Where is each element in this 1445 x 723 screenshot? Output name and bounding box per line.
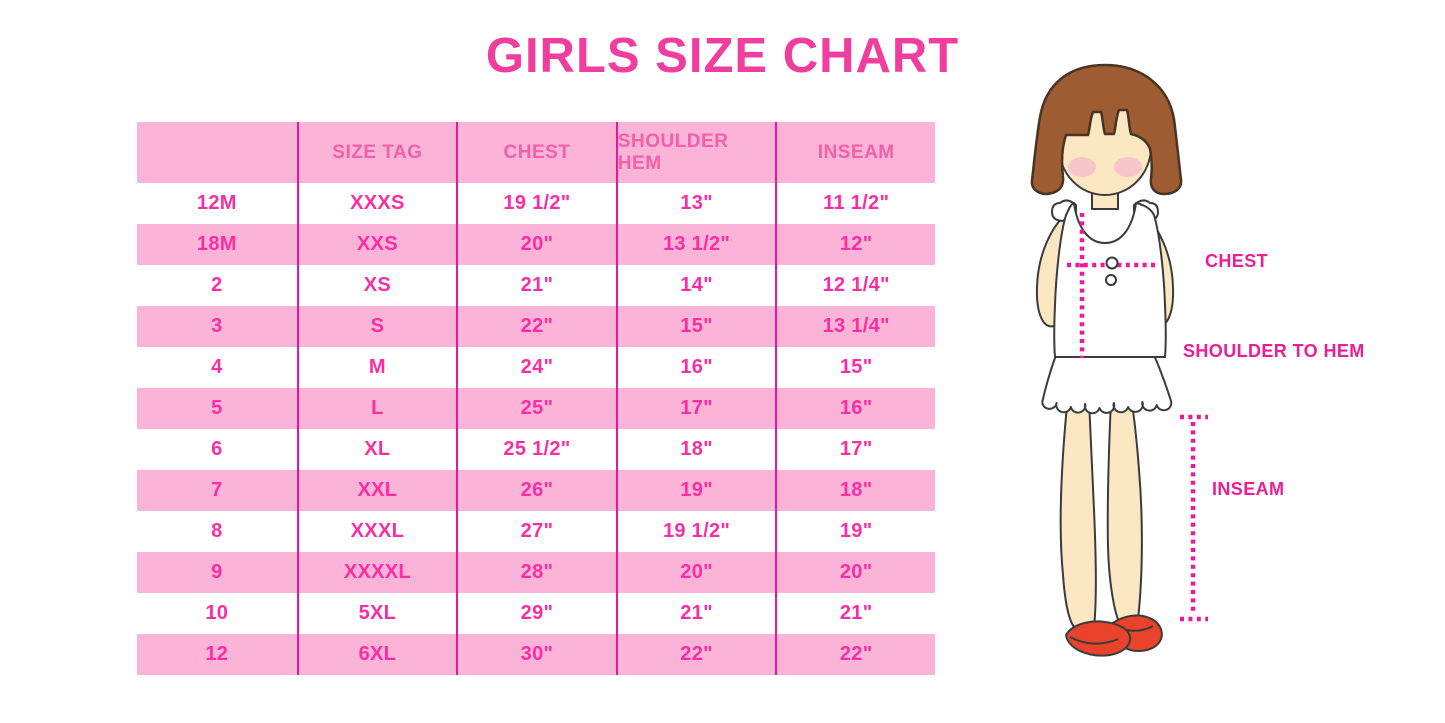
- table-cell: 17": [615, 388, 776, 429]
- table-cell: 19 1/2": [456, 183, 616, 224]
- table-cell: 19 1/2": [615, 511, 776, 552]
- table-cell: 6: [211, 438, 223, 460]
- table-cell: 20": [456, 224, 616, 265]
- table-cell: 14": [615, 265, 776, 306]
- table-cell: 6XL: [296, 634, 457, 675]
- table-cell: XS: [296, 265, 457, 306]
- table-row: 7 XXL 26" 19" 18": [137, 470, 935, 511]
- table-row: 12M XXXS 19 1/2" 13" 11 1/2": [137, 183, 935, 224]
- table-row: 9 XXXXL 28" 20" 20": [137, 552, 935, 593]
- table-cell: 12M: [196, 192, 237, 214]
- table-cell: XXXL: [296, 511, 457, 552]
- size-chart-table: SIZE TAG CHEST SHOULDER HEM INSEAM 12M XXXS 1…: [137, 122, 935, 675]
- table-cell: 3: [211, 315, 223, 337]
- table-cell: 30": [456, 634, 616, 675]
- table-cell: 29": [456, 593, 616, 634]
- table-row: 12 6XL 30" 22" 22": [137, 634, 935, 675]
- inseam-label: INSEAM: [1212, 479, 1285, 499]
- table-cell: 4: [211, 356, 223, 378]
- measurement-figure: CHEST SHOULDER TO HEM INSEAM: [990, 55, 1445, 700]
- table-cell: 22": [615, 634, 776, 675]
- table-cell: 12 1/4": [775, 265, 935, 306]
- table-cell: 7: [211, 479, 223, 501]
- table-cell: 13 1/2": [615, 224, 776, 265]
- table-cell: 15": [615, 306, 776, 347]
- table-cell: XXS: [296, 224, 457, 265]
- table-cell: 15": [775, 347, 935, 388]
- girl-leg-left: [1059, 394, 1097, 628]
- table-row: 8 XXXL 27" 19 1/2" 19": [137, 511, 935, 552]
- table-cell: 27": [456, 511, 616, 552]
- shoulder-to-hem-label: SHOULDER TO HEM: [1183, 341, 1365, 361]
- top-button-2: [1105, 274, 1117, 286]
- chest-label: CHEST: [1205, 251, 1269, 271]
- shoe-strap-left: [1069, 636, 1119, 645]
- table-row: 2 XS 21" 14" 12 1/4": [137, 265, 935, 306]
- column-header-chest: CHEST: [456, 122, 616, 183]
- table-cell: 21": [775, 593, 935, 634]
- girl-leg-right: [1106, 399, 1143, 626]
- table-row: 6 XL 25 1/2" 18" 17": [137, 429, 935, 470]
- table-body: 12M XXXS 19 1/2" 13" 11 1/2" 18M XXS 20" 13 1/2"…: [137, 183, 935, 675]
- table-cell: 8: [211, 520, 223, 542]
- table-cell: XXXS: [296, 183, 457, 224]
- table-cell: S: [296, 306, 457, 347]
- table-cell: 10: [205, 602, 229, 624]
- top-button-1: [1105, 256, 1119, 270]
- table-cell: 26": [456, 470, 616, 511]
- table-cell: 25 1/2": [456, 429, 616, 470]
- table-cell: 21": [615, 593, 776, 634]
- table-row: 18M XXS 20" 13 1/2" 12": [137, 224, 935, 265]
- table-cell: 18M: [196, 233, 237, 255]
- table-cell: XXL: [296, 470, 457, 511]
- table-cell: 13 1/4": [775, 306, 935, 347]
- table-cell: 5: [211, 397, 223, 419]
- table-cell: 20": [775, 552, 935, 593]
- table-cell: 25": [456, 388, 616, 429]
- table-cell: 19": [615, 470, 776, 511]
- table-cell: 17": [775, 429, 935, 470]
- table-cell: 18": [615, 429, 776, 470]
- column-header-inseam: INSEAM: [775, 122, 935, 183]
- girl-illustration: [1030, 63, 1208, 657]
- table-row: 3 S 22" 15" 13 1/4": [137, 306, 935, 347]
- girl-hair: [1030, 63, 1183, 196]
- table-row: 4 M 24" 16" 15": [137, 347, 935, 388]
- table-cell: XL: [296, 429, 457, 470]
- column-header-size: [137, 122, 297, 183]
- table-cell: 12": [775, 224, 935, 265]
- table-cell: 16": [615, 347, 776, 388]
- table-cell: M: [296, 347, 457, 388]
- table-cell: 20": [615, 552, 776, 593]
- table-cell: 9: [211, 561, 223, 583]
- table-header-row: SIZE TAG CHEST SHOULDER HEM INSEAM: [137, 122, 935, 183]
- table-cell: 16": [775, 388, 935, 429]
- table-cell: 13": [615, 183, 776, 224]
- table-cell: L: [296, 388, 457, 429]
- table-cell: 21": [456, 265, 616, 306]
- table-cell: 12: [205, 643, 229, 665]
- table-cell: 5XL: [296, 593, 457, 634]
- page-title: GIRLS SIZE CHART: [485, 29, 960, 83]
- table-cell: 18": [775, 470, 935, 511]
- girl-shoe-left: [1065, 620, 1132, 657]
- table-cell: 19": [775, 511, 935, 552]
- table-row: 5 L 25" 17" 16": [137, 388, 935, 429]
- table-cell: 22": [456, 306, 616, 347]
- table-cell: 22": [775, 634, 935, 675]
- table-row: 10 5XL 29" 21" 21": [137, 593, 935, 634]
- column-header-size-tag: SIZE TAG: [296, 122, 457, 183]
- table-cell: 28": [456, 552, 616, 593]
- blush-left: [1068, 157, 1096, 177]
- table-cell: 11 1/2": [775, 183, 935, 224]
- table-cell: 2: [211, 274, 223, 296]
- girl-skirt: [1041, 354, 1173, 415]
- table-cell: 24": [456, 347, 616, 388]
- table-cell: XXXXL: [296, 552, 457, 593]
- blush-right: [1114, 157, 1142, 177]
- column-header-shoulder-hem: SHOULDER HEM: [615, 122, 776, 183]
